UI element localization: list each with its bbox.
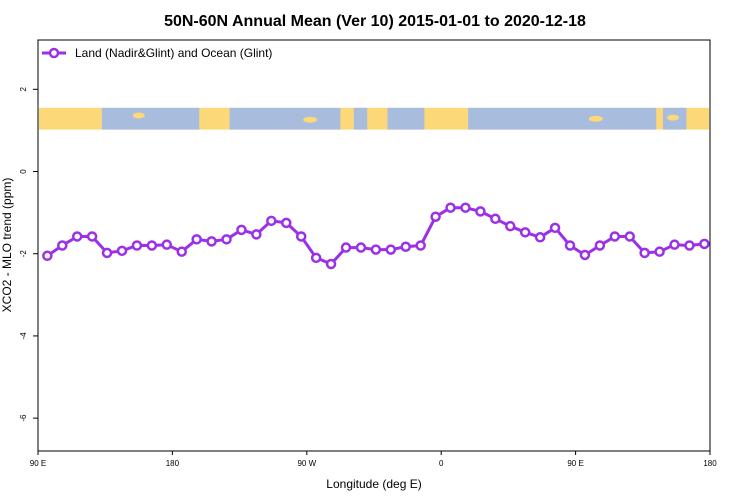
legend: Land (Nadir&Glint) and Ocean (Glint)	[42, 46, 272, 60]
data-point	[71, 231, 83, 242]
data-point	[549, 222, 561, 234]
data-point	[639, 247, 650, 259]
data-point	[206, 236, 217, 247]
x-tick-label: 180	[703, 459, 717, 468]
data-point	[355, 242, 367, 253]
y-tick-label: -2	[19, 250, 28, 258]
map-ocean-region	[101, 107, 200, 130]
x-tick-label: 180	[166, 459, 180, 468]
data-point	[57, 240, 68, 251]
data-point	[340, 242, 352, 253]
data-point	[579, 249, 591, 261]
data-point	[430, 211, 441, 222]
data-point	[131, 240, 143, 251]
data-point	[684, 240, 695, 251]
data-point	[161, 239, 173, 250]
data-point	[400, 241, 411, 252]
world-map-strip	[39, 107, 709, 130]
chart-title: 50N-60N Annual Mean (Ver 10) 2015-01-01 …	[164, 13, 586, 30]
y-axis: 2 0 -2 -4 -6	[19, 87, 38, 422]
data-point	[176, 246, 187, 257]
map-ocean-region	[468, 107, 657, 130]
map-ocean-region	[353, 107, 368, 130]
series-line	[46, 206, 705, 266]
map-ocean-region	[387, 107, 425, 130]
map-landmass	[427, 115, 436, 126]
y-tick-label: 2	[19, 87, 28, 92]
data-point	[86, 231, 98, 242]
data-point	[221, 234, 232, 245]
y-tick-label: -6	[19, 414, 28, 422]
data-point	[564, 240, 576, 251]
x-axis: 90 E 180 90 W 0 90 E 180	[30, 451, 717, 468]
y-tick-label: -4	[19, 332, 28, 340]
data-point	[385, 244, 397, 255]
data-point	[460, 202, 471, 213]
data-point	[519, 227, 531, 238]
plot-frame	[37, 39, 711, 452]
map-landmass	[667, 114, 680, 121]
data-point	[370, 244, 382, 255]
data-point	[475, 206, 486, 217]
data-point	[534, 232, 546, 243]
map-landmass	[132, 112, 145, 119]
series-layer	[42, 202, 710, 270]
x-tick-label: 0	[439, 459, 444, 468]
data-point	[251, 229, 262, 240]
x-tick-label: 90 E	[567, 459, 583, 468]
data-point	[594, 240, 606, 251]
data-point	[266, 215, 277, 227]
data-point	[669, 239, 680, 250]
data-point	[295, 231, 307, 242]
x-axis-label: Longitude (deg E)	[326, 477, 421, 491]
legend-marker-swatch	[48, 47, 60, 59]
data-point	[281, 217, 292, 229]
data-point	[325, 258, 337, 270]
data-point	[310, 252, 322, 264]
data-point	[236, 224, 247, 236]
data-point	[42, 250, 53, 262]
data-point	[699, 238, 710, 250]
x-tick-label: 90 E	[30, 459, 46, 468]
data-point	[505, 220, 516, 232]
data-point	[146, 240, 158, 251]
map-landmass	[588, 115, 603, 122]
data-point	[415, 240, 426, 251]
x-tick-label: 90 W	[297, 459, 316, 468]
data-point	[490, 213, 501, 225]
data-point	[445, 202, 456, 213]
map-landmass	[303, 116, 318, 123]
data-point	[101, 247, 113, 259]
y-tick-label: 0	[19, 169, 28, 174]
data-point	[191, 234, 202, 245]
data-point	[654, 246, 665, 257]
map-ocean-region	[229, 107, 341, 130]
data-point	[609, 231, 621, 242]
data-point	[116, 245, 128, 257]
y-axis-label: XCO2 - MLO trend (ppm)	[0, 178, 14, 313]
legend-entry-label: Land (Nadir&Glint) and Ocean (Glint)	[75, 46, 272, 60]
data-point	[624, 231, 635, 242]
